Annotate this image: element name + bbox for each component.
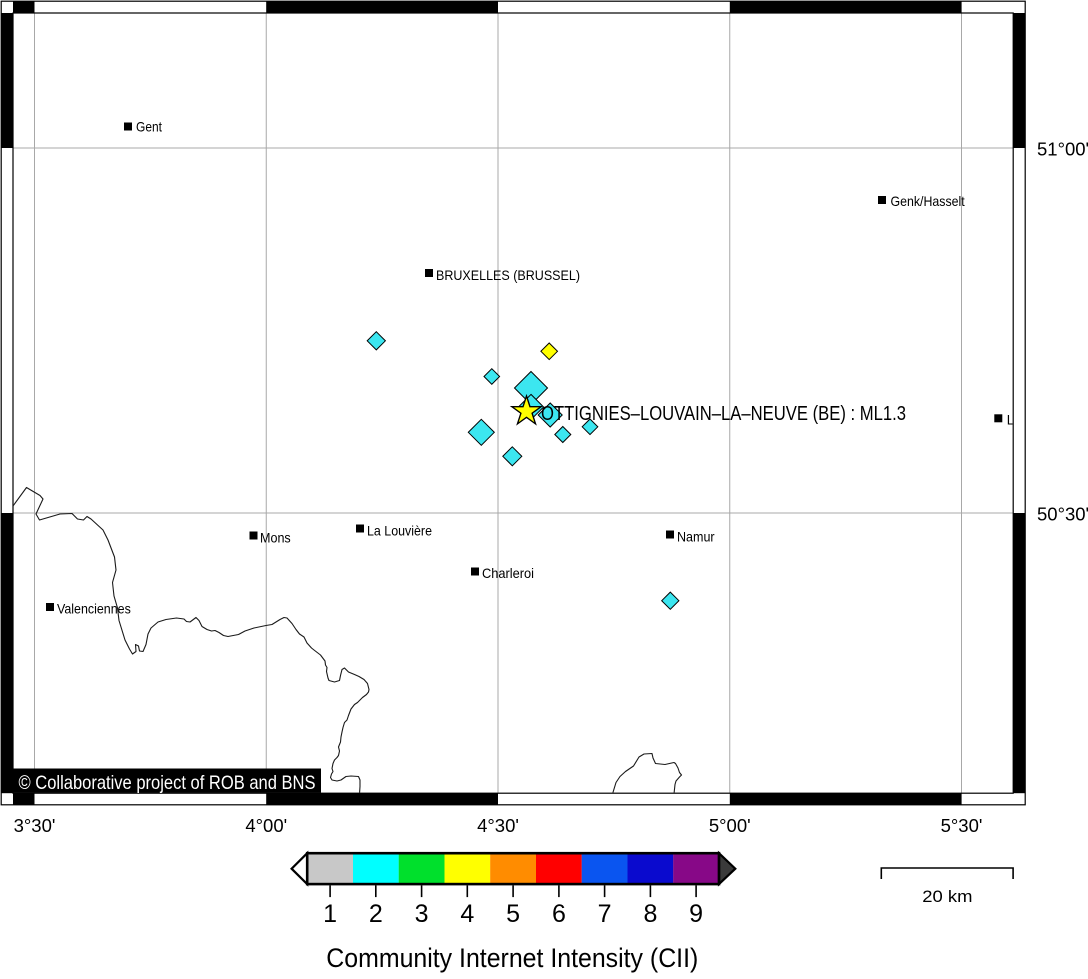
svg-text:5°00': 5°00' bbox=[709, 815, 751, 836]
svg-text:Gent: Gent bbox=[136, 118, 162, 134]
svg-text:5°30': 5°30' bbox=[941, 815, 983, 836]
svg-text:Mons: Mons bbox=[260, 529, 291, 545]
svg-text:Valenciennes: Valenciennes bbox=[57, 600, 131, 616]
svg-text:Genk/Hasselt: Genk/Hasselt bbox=[891, 193, 965, 209]
svg-text:8: 8 bbox=[643, 900, 657, 928]
svg-text:3: 3 bbox=[415, 900, 429, 928]
svg-text:2: 2 bbox=[369, 900, 383, 928]
svg-text:4: 4 bbox=[460, 900, 474, 928]
svg-text:51°00': 51°00' bbox=[1037, 139, 1088, 160]
svg-text:La Louvière: La Louvière bbox=[367, 523, 432, 539]
svg-text:© Collaborative project of ROB: © Collaborative project of ROB and BNS bbox=[19, 772, 316, 794]
svg-text:50°30': 50°30' bbox=[1037, 504, 1088, 525]
svg-text:1: 1 bbox=[323, 900, 337, 928]
svg-text:9: 9 bbox=[689, 900, 703, 928]
svg-text:4°30': 4°30' bbox=[477, 815, 519, 836]
svg-text:20 km: 20 km bbox=[922, 887, 972, 906]
svg-text:7: 7 bbox=[598, 900, 612, 928]
svg-text:3°30': 3°30' bbox=[14, 815, 56, 836]
svg-text:4°00': 4°00' bbox=[245, 815, 287, 836]
svg-text:5: 5 bbox=[506, 900, 520, 928]
svg-text:6: 6 bbox=[552, 900, 566, 928]
svg-text:Community Internet Intensity (: Community Internet Intensity (CII) bbox=[326, 943, 698, 973]
svg-text:Liège: Liège bbox=[1007, 412, 1039, 428]
svg-text:BRUXELLES (BRUSSEL): BRUXELLES (BRUSSEL) bbox=[436, 267, 580, 283]
svg-text:Charleroi: Charleroi bbox=[482, 565, 534, 581]
svg-text:OTTIGNIES–LOUVAIN–LA–NEUVE (BE: OTTIGNIES–LOUVAIN–LA–NEUVE (BE) : ML1.3 bbox=[541, 403, 906, 425]
svg-text:Namur: Namur bbox=[677, 528, 715, 544]
